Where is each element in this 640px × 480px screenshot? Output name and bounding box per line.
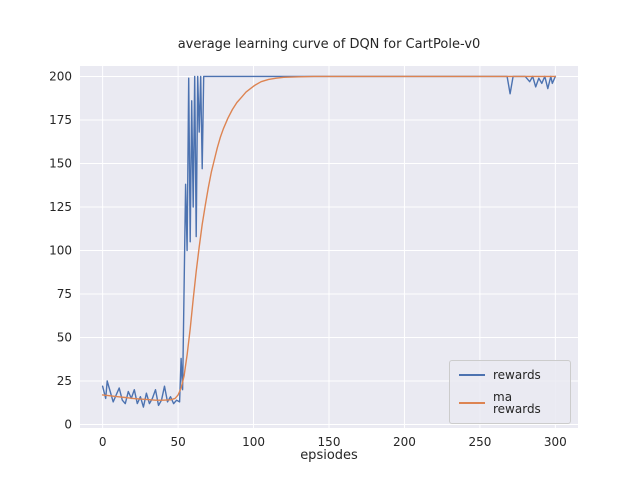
chart-title: average learning curve of DQN for CartPo… xyxy=(177,37,481,52)
legend-label-rewards: rewards xyxy=(493,368,541,382)
y-tick-label: 125 xyxy=(49,200,72,214)
x-tick-label: 250 xyxy=(468,435,491,449)
legend: rewards ma rewards xyxy=(449,360,571,424)
x-tick-label: 300 xyxy=(544,435,567,449)
legend-label-ma-rewards: ma rewards xyxy=(493,390,541,416)
x-tick-label: 150 xyxy=(318,435,341,449)
x-tick-label: 100 xyxy=(242,435,265,449)
y-tick-label: 50 xyxy=(57,331,72,345)
ma-rewards-line-swatch xyxy=(459,402,485,404)
x-tick-label: 0 xyxy=(99,435,107,449)
y-tick-label: 25 xyxy=(57,374,72,388)
y-tick-label: 75 xyxy=(57,287,72,301)
x-tick-label: 200 xyxy=(393,435,416,449)
rewards-line-swatch xyxy=(459,374,485,376)
y-tick-label: 0 xyxy=(64,418,72,432)
y-tick-label: 175 xyxy=(49,113,72,127)
legend-item-ma-rewards: ma rewards xyxy=(459,391,561,415)
legend-item-rewards: rewards xyxy=(459,369,561,381)
series-line-ma-rewards xyxy=(101,75,557,401)
x-tick-label: 50 xyxy=(170,435,185,449)
y-tick-label: 100 xyxy=(49,243,72,257)
y-tick-label: 150 xyxy=(49,156,72,170)
y-tick-label: 200 xyxy=(49,69,72,83)
x-axis-label: epsiodes xyxy=(300,448,358,463)
